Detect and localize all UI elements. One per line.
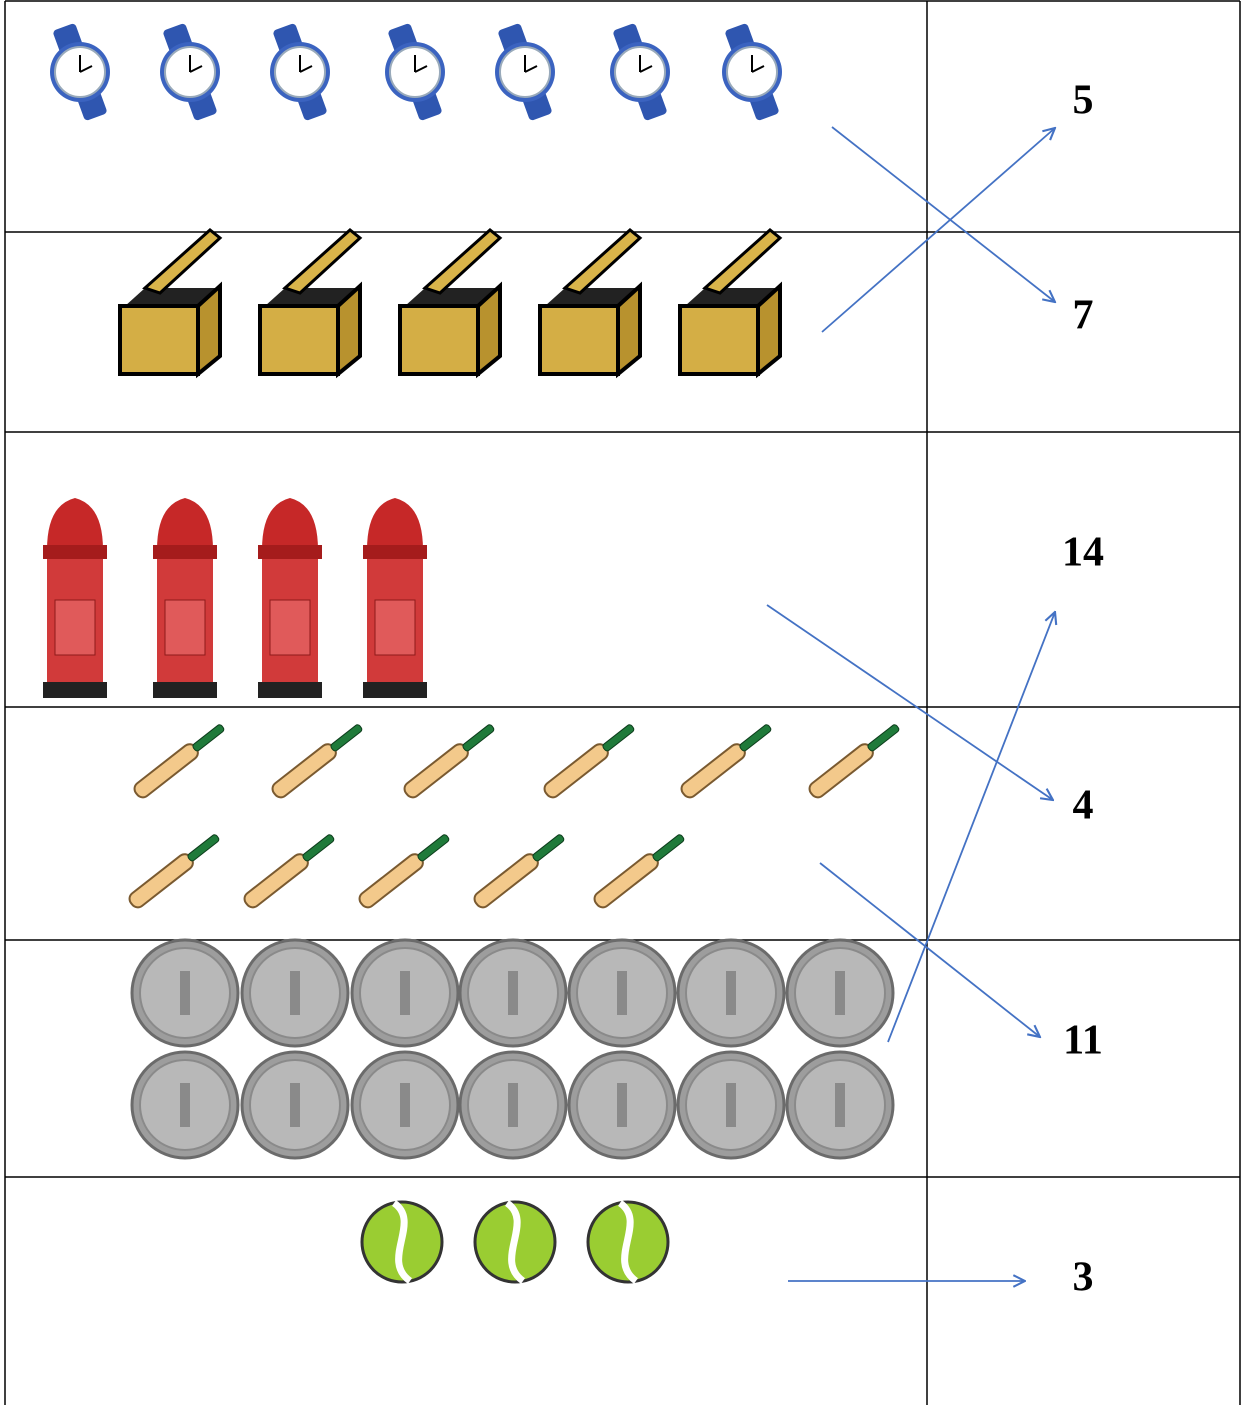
postbox-icon [362, 497, 428, 699]
ball-icon [362, 1202, 442, 1282]
coin-icon [785, 938, 895, 1048]
coin-icon [458, 938, 568, 1048]
number: 5 [1073, 78, 1094, 124]
bat-icon [590, 829, 689, 912]
bat-icon [355, 829, 454, 912]
watch-icon [609, 21, 671, 123]
arrow [831, 126, 1055, 302]
coin-icon [350, 938, 460, 1048]
ball-icon [588, 1202, 668, 1282]
watch-icon [721, 21, 783, 123]
coin-icon [785, 1050, 895, 1160]
number: 14 [1062, 530, 1104, 576]
box-icon [118, 228, 222, 376]
coin-icon [567, 1050, 677, 1160]
bat-icon [125, 829, 224, 912]
postbox-icon [152, 497, 218, 699]
arrow [766, 604, 1053, 800]
arrows [766, 126, 1055, 1281]
bat-icon [677, 719, 776, 802]
coin-icon [130, 1050, 240, 1160]
pictures [42, 21, 904, 1282]
box-icon [538, 228, 642, 376]
arrow [819, 862, 1040, 1037]
box-icon [258, 228, 362, 376]
number: 4 [1073, 783, 1094, 829]
bat-icon [268, 719, 367, 802]
postbox-icon [257, 497, 323, 699]
coin-icon [567, 938, 677, 1048]
coin-icon [240, 1050, 350, 1160]
watch-icon [159, 21, 221, 123]
bat-icon [540, 719, 639, 802]
postbox-icon [42, 497, 108, 699]
coin-icon [676, 938, 786, 1048]
watch-icon [384, 21, 446, 123]
watch-icon [269, 21, 331, 123]
bat-icon [130, 719, 229, 802]
coin-icon [458, 1050, 568, 1160]
bat-icon [240, 829, 339, 912]
box-icon [398, 228, 502, 376]
arrow [887, 612, 1055, 1043]
coin-icon [240, 938, 350, 1048]
coin-icon [130, 938, 240, 1048]
bat-icon [400, 719, 499, 802]
box-icon [678, 228, 782, 376]
watch-icon [494, 21, 556, 123]
ball-icon [475, 1202, 555, 1282]
coin-icon [350, 1050, 460, 1160]
arrow [821, 128, 1055, 333]
bat-icon [470, 829, 569, 912]
coin-icon [676, 1050, 786, 1160]
table-rules [4, 0, 1241, 1405]
number: 7 [1073, 293, 1094, 339]
bat-icon [805, 719, 904, 802]
number: 3 [1073, 1255, 1094, 1301]
number: 11 [1063, 1018, 1103, 1064]
watch-icon [49, 21, 111, 123]
